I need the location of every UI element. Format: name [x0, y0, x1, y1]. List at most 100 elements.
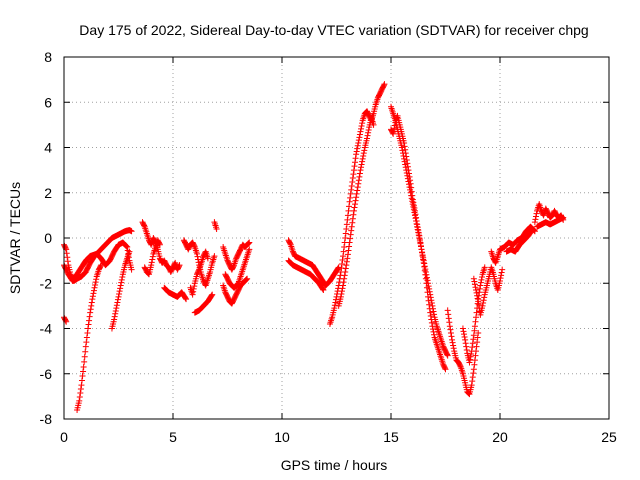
data-point — [349, 183, 355, 189]
data-point — [348, 191, 354, 197]
data-point — [89, 296, 95, 302]
data-point — [77, 394, 83, 400]
data-point — [471, 366, 477, 372]
data-point — [361, 150, 367, 156]
data-point — [114, 302, 120, 308]
y-axis-label: SDTVAR / TECUs — [7, 182, 23, 294]
data-point — [446, 319, 452, 325]
data-point — [464, 347, 470, 353]
x-tick-label: 10 — [274, 429, 290, 445]
data-point — [195, 254, 201, 260]
data-point — [353, 151, 359, 157]
data-point — [347, 195, 353, 201]
data-point — [469, 344, 475, 350]
x-tick-label: 0 — [60, 429, 68, 445]
data-point — [348, 232, 354, 238]
data-point — [448, 330, 454, 336]
x-tick-label: 5 — [169, 429, 177, 445]
data-point — [470, 370, 476, 376]
data-point — [93, 279, 99, 285]
data-point — [429, 303, 435, 309]
series-chpg-seg-t — [388, 104, 451, 359]
data-point — [83, 344, 89, 350]
data-point — [64, 250, 70, 256]
data-point — [356, 174, 362, 180]
chart-title: Day 175 of 2022, Sidereal Day-to-day VTE… — [79, 22, 588, 38]
data-point — [355, 181, 361, 187]
data-point — [365, 130, 371, 136]
data-point — [354, 148, 360, 154]
data-point — [460, 328, 466, 334]
data-point — [343, 262, 349, 268]
data-point — [119, 274, 125, 280]
data-point — [112, 311, 118, 317]
series-chpg-seg-h — [161, 285, 189, 302]
data-point — [344, 217, 350, 223]
y-tick-label: -2 — [40, 275, 53, 291]
data-point — [462, 337, 468, 343]
data-point — [472, 357, 478, 363]
data-point — [86, 322, 92, 328]
data-point — [359, 120, 365, 126]
data-point — [93, 276, 99, 282]
data-point — [90, 290, 96, 296]
data-point — [366, 127, 372, 133]
series-chpg-seg-n — [220, 276, 250, 307]
series-chpg-seg-c — [61, 314, 69, 325]
data-point — [113, 308, 119, 314]
data-point — [65, 258, 71, 264]
x-tick-label: 25 — [601, 429, 617, 445]
data-point — [356, 137, 362, 143]
data-point — [470, 374, 476, 380]
data-point — [88, 303, 94, 309]
data-point — [355, 184, 361, 190]
data-point — [341, 279, 347, 285]
data-point — [82, 354, 88, 360]
data-point — [534, 211, 540, 217]
data-point — [470, 340, 476, 346]
data-point — [445, 311, 451, 317]
data-point — [355, 140, 361, 146]
data-point — [481, 294, 487, 300]
series-chpg-seg-s — [336, 115, 377, 309]
data-point — [150, 254, 156, 260]
data-point — [78, 382, 84, 388]
data-point — [359, 123, 365, 129]
data-point — [87, 310, 93, 316]
data-point — [359, 159, 365, 165]
data-point — [113, 305, 119, 311]
data-point — [346, 243, 352, 249]
data-point — [88, 306, 94, 312]
data-point — [357, 129, 363, 135]
data-point — [341, 249, 347, 255]
data-point — [429, 320, 435, 326]
data-point — [117, 288, 123, 294]
data-point — [360, 156, 366, 162]
data-point — [77, 390, 83, 396]
data-point — [83, 339, 89, 345]
data-point — [116, 294, 122, 300]
data-point — [342, 269, 348, 275]
data-point — [481, 297, 487, 303]
y-tick-label: -6 — [40, 366, 53, 382]
data-point — [118, 283, 124, 289]
data-point — [431, 309, 437, 315]
y-tick-label: -8 — [40, 411, 53, 427]
data-point — [78, 386, 84, 392]
data-point — [499, 270, 505, 276]
data-point — [353, 198, 359, 204]
data-point — [351, 204, 357, 210]
data-point — [359, 161, 365, 167]
data-point — [357, 171, 363, 177]
data-point — [115, 297, 121, 303]
data-point — [498, 272, 504, 278]
data-point — [351, 208, 357, 214]
data-point — [345, 247, 351, 253]
data-points — [61, 81, 566, 413]
data-point — [349, 179, 355, 185]
data-point — [116, 291, 122, 297]
data-point — [358, 126, 364, 132]
data-point — [419, 246, 425, 252]
data-point — [447, 327, 453, 333]
data-point — [356, 177, 362, 183]
